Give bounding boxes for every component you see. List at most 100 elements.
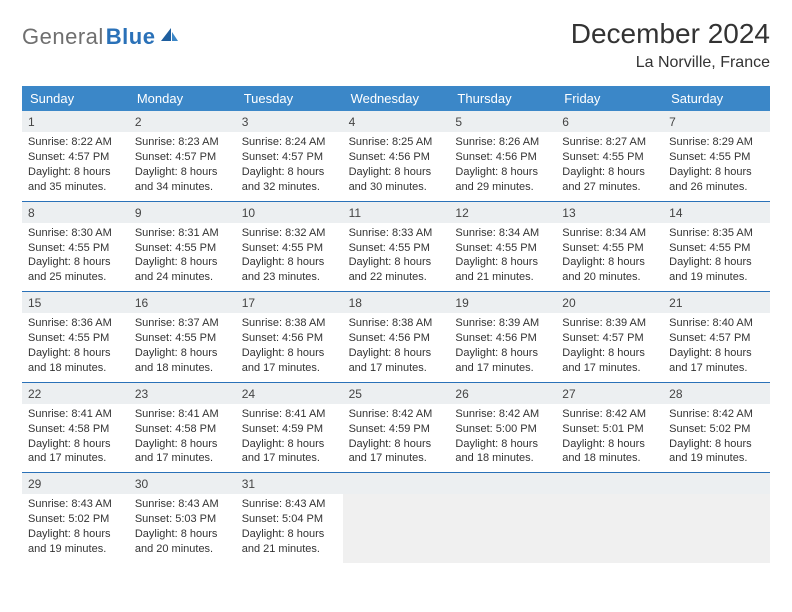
day-cell: 9Sunrise: 8:31 AMSunset: 4:55 PMDaylight… — [129, 202, 236, 292]
day-body: Sunrise: 8:39 AMSunset: 4:56 PMDaylight:… — [449, 313, 556, 381]
sunrise-text: Sunrise: 8:35 AM — [669, 226, 764, 241]
daylight-text-1: Daylight: 8 hours — [28, 165, 123, 180]
logo-text-gray: General — [22, 24, 104, 50]
daylight-text-2: and 19 minutes. — [28, 542, 123, 557]
day-body: Sunrise: 8:41 AMSunset: 4:58 PMDaylight:… — [22, 404, 129, 472]
daylight-text-1: Daylight: 8 hours — [135, 346, 230, 361]
sunset-text: Sunset: 4:57 PM — [135, 150, 230, 165]
sunrise-text: Sunrise: 8:41 AM — [135, 407, 230, 422]
day-number: 21 — [663, 292, 770, 313]
day-body: Sunrise: 8:43 AMSunset: 5:03 PMDaylight:… — [129, 494, 236, 562]
day-body: Sunrise: 8:36 AMSunset: 4:55 PMDaylight:… — [22, 313, 129, 381]
sunrise-text: Sunrise: 8:42 AM — [349, 407, 444, 422]
daylight-text-1: Daylight: 8 hours — [135, 165, 230, 180]
day-number: 5 — [449, 111, 556, 132]
day-cell: 26Sunrise: 8:42 AMSunset: 5:00 PMDayligh… — [449, 383, 556, 473]
sunset-text: Sunset: 5:04 PM — [242, 512, 337, 527]
sunrise-text: Sunrise: 8:29 AM — [669, 135, 764, 150]
day-cell: 21Sunrise: 8:40 AMSunset: 4:57 PMDayligh… — [663, 292, 770, 382]
day-cell: 5Sunrise: 8:26 AMSunset: 4:56 PMDaylight… — [449, 111, 556, 201]
day-cell: 31Sunrise: 8:43 AMSunset: 5:04 PMDayligh… — [236, 473, 343, 563]
daylight-text-2: and 25 minutes. — [28, 270, 123, 285]
day-header-cell: Monday — [129, 86, 236, 111]
week-row: 22Sunrise: 8:41 AMSunset: 4:58 PMDayligh… — [22, 383, 770, 474]
sunrise-text: Sunrise: 8:34 AM — [455, 226, 550, 241]
empty-daynum — [343, 473, 450, 494]
sunset-text: Sunset: 4:59 PM — [349, 422, 444, 437]
daylight-text-1: Daylight: 8 hours — [242, 165, 337, 180]
sunrise-text: Sunrise: 8:32 AM — [242, 226, 337, 241]
month-title: December 2024 — [571, 18, 770, 50]
sunset-text: Sunset: 4:57 PM — [669, 331, 764, 346]
daylight-text-2: and 17 minutes. — [562, 361, 657, 376]
day-number: 4 — [343, 111, 450, 132]
sunset-text: Sunset: 5:03 PM — [135, 512, 230, 527]
daylight-text-2: and 26 minutes. — [669, 180, 764, 195]
daylight-text-1: Daylight: 8 hours — [669, 255, 764, 270]
daylight-text-1: Daylight: 8 hours — [349, 165, 444, 180]
daylight-text-1: Daylight: 8 hours — [669, 346, 764, 361]
day-cell: 3Sunrise: 8:24 AMSunset: 4:57 PMDaylight… — [236, 111, 343, 201]
day-number: 1 — [22, 111, 129, 132]
day-cell: 2Sunrise: 8:23 AMSunset: 4:57 PMDaylight… — [129, 111, 236, 201]
day-body: Sunrise: 8:41 AMSunset: 4:59 PMDaylight:… — [236, 404, 343, 472]
day-number: 26 — [449, 383, 556, 404]
daylight-text-1: Daylight: 8 hours — [349, 255, 444, 270]
sail-icon — [159, 26, 179, 49]
daylight-text-2: and 19 minutes. — [669, 451, 764, 466]
sunset-text: Sunset: 5:02 PM — [28, 512, 123, 527]
daylight-text-1: Daylight: 8 hours — [562, 346, 657, 361]
sunrise-text: Sunrise: 8:42 AM — [562, 407, 657, 422]
day-cell: 16Sunrise: 8:37 AMSunset: 4:55 PMDayligh… — [129, 292, 236, 382]
day-header-row: SundayMondayTuesdayWednesdayThursdayFrid… — [22, 86, 770, 111]
daylight-text-1: Daylight: 8 hours — [562, 255, 657, 270]
day-number: 29 — [22, 473, 129, 494]
sunset-text: Sunset: 4:55 PM — [135, 331, 230, 346]
day-cell: 7Sunrise: 8:29 AMSunset: 4:55 PMDaylight… — [663, 111, 770, 201]
day-cell: 11Sunrise: 8:33 AMSunset: 4:55 PMDayligh… — [343, 202, 450, 292]
daylight-text-1: Daylight: 8 hours — [455, 165, 550, 180]
daylight-text-1: Daylight: 8 hours — [28, 346, 123, 361]
day-header-cell: Sunday — [22, 86, 129, 111]
day-header-cell: Saturday — [663, 86, 770, 111]
day-cell: 23Sunrise: 8:41 AMSunset: 4:58 PMDayligh… — [129, 383, 236, 473]
day-body: Sunrise: 8:31 AMSunset: 4:55 PMDaylight:… — [129, 223, 236, 291]
day-cell: 1Sunrise: 8:22 AMSunset: 4:57 PMDaylight… — [22, 111, 129, 201]
day-body: Sunrise: 8:34 AMSunset: 4:55 PMDaylight:… — [556, 223, 663, 291]
daylight-text-1: Daylight: 8 hours — [455, 437, 550, 452]
empty-cell — [663, 473, 770, 563]
sunset-text: Sunset: 4:55 PM — [562, 150, 657, 165]
day-body: Sunrise: 8:29 AMSunset: 4:55 PMDaylight:… — [663, 132, 770, 200]
day-number: 22 — [22, 383, 129, 404]
daylight-text-2: and 22 minutes. — [349, 270, 444, 285]
sunrise-text: Sunrise: 8:27 AM — [562, 135, 657, 150]
daylight-text-2: and 30 minutes. — [349, 180, 444, 195]
day-body: Sunrise: 8:37 AMSunset: 4:55 PMDaylight:… — [129, 313, 236, 381]
daylight-text-1: Daylight: 8 hours — [455, 346, 550, 361]
day-number: 6 — [556, 111, 663, 132]
calendar: SundayMondayTuesdayWednesdayThursdayFrid… — [22, 86, 770, 563]
day-number: 9 — [129, 202, 236, 223]
day-number: 15 — [22, 292, 129, 313]
sunset-text: Sunset: 4:56 PM — [349, 150, 444, 165]
daylight-text-2: and 20 minutes. — [135, 542, 230, 557]
day-body: Sunrise: 8:32 AMSunset: 4:55 PMDaylight:… — [236, 223, 343, 291]
day-body: Sunrise: 8:43 AMSunset: 5:02 PMDaylight:… — [22, 494, 129, 562]
location-label: La Norville, France — [571, 54, 770, 72]
daylight-text-1: Daylight: 8 hours — [242, 437, 337, 452]
day-cell: 17Sunrise: 8:38 AMSunset: 4:56 PMDayligh… — [236, 292, 343, 382]
day-number: 17 — [236, 292, 343, 313]
sunset-text: Sunset: 4:55 PM — [562, 241, 657, 256]
day-cell: 19Sunrise: 8:39 AMSunset: 4:56 PMDayligh… — [449, 292, 556, 382]
daylight-text-2: and 29 minutes. — [455, 180, 550, 195]
sunset-text: Sunset: 4:55 PM — [28, 331, 123, 346]
daylight-text-2: and 24 minutes. — [135, 270, 230, 285]
day-number: 7 — [663, 111, 770, 132]
day-body: Sunrise: 8:38 AMSunset: 4:56 PMDaylight:… — [236, 313, 343, 381]
weeks-container: 1Sunrise: 8:22 AMSunset: 4:57 PMDaylight… — [22, 111, 770, 563]
sunset-text: Sunset: 5:00 PM — [455, 422, 550, 437]
daylight-text-2: and 17 minutes. — [135, 451, 230, 466]
day-number: 14 — [663, 202, 770, 223]
day-header-cell: Tuesday — [236, 86, 343, 111]
day-cell: 28Sunrise: 8:42 AMSunset: 5:02 PMDayligh… — [663, 383, 770, 473]
